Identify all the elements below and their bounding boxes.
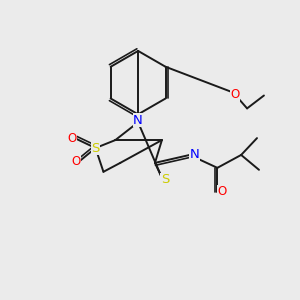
Text: O: O <box>231 88 240 101</box>
Text: S: S <box>161 173 169 186</box>
Text: O: O <box>218 185 227 198</box>
Text: N: N <box>133 114 143 127</box>
Text: O: O <box>71 155 80 168</box>
Text: N: N <box>190 148 200 161</box>
Text: S: S <box>91 142 100 154</box>
Text: O: O <box>67 132 76 145</box>
